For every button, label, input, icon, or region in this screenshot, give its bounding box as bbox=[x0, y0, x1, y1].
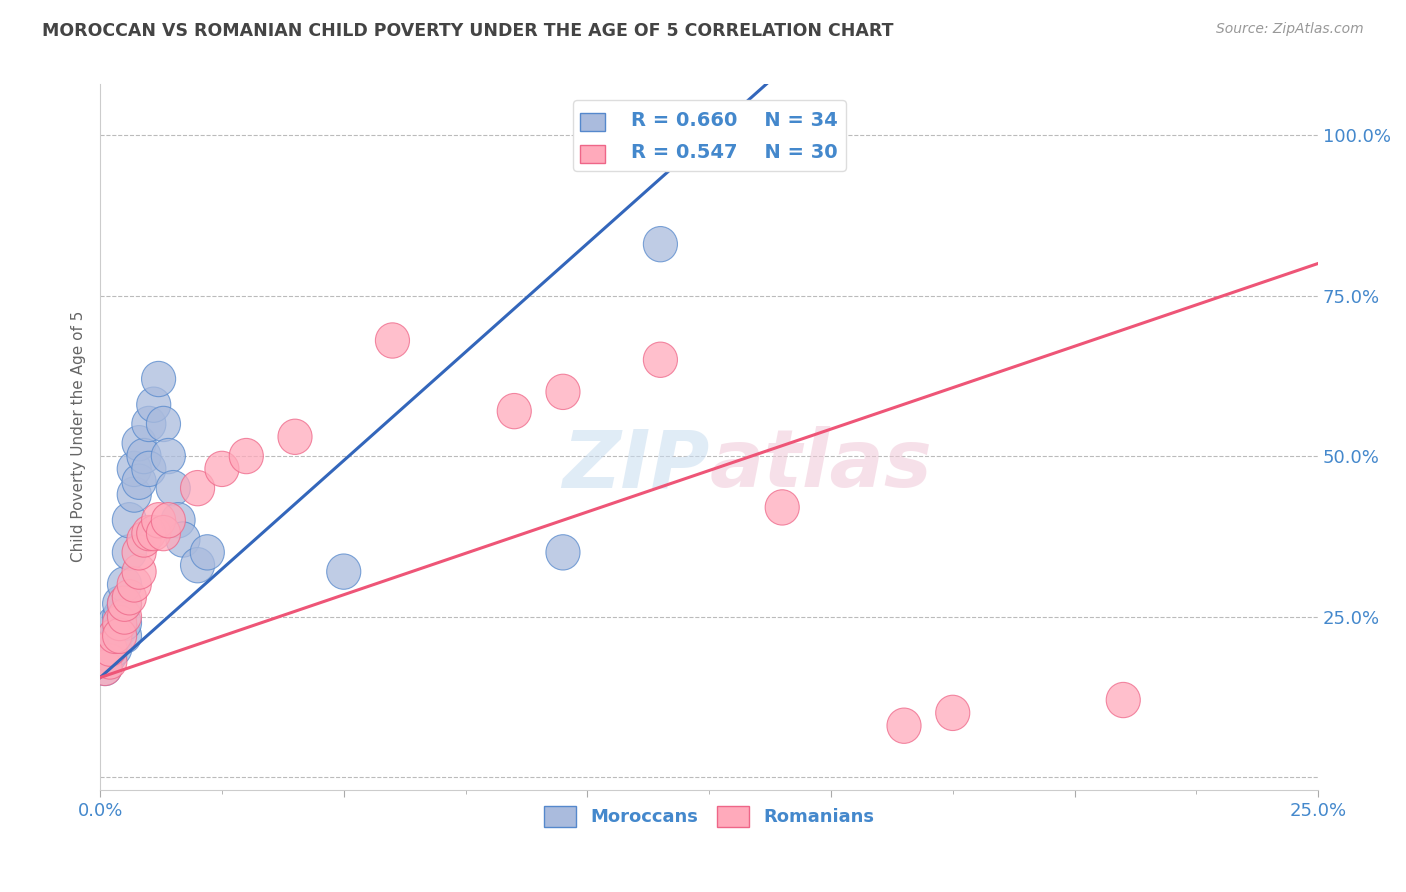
Ellipse shape bbox=[93, 644, 127, 679]
Ellipse shape bbox=[89, 650, 122, 686]
Ellipse shape bbox=[97, 618, 132, 654]
Ellipse shape bbox=[93, 638, 127, 673]
Text: ZIP: ZIP bbox=[562, 426, 709, 504]
Ellipse shape bbox=[97, 606, 132, 640]
Ellipse shape bbox=[107, 566, 142, 602]
Text: atlas: atlas bbox=[709, 426, 932, 504]
Ellipse shape bbox=[229, 438, 263, 474]
Ellipse shape bbox=[103, 606, 136, 640]
Ellipse shape bbox=[136, 387, 170, 422]
Ellipse shape bbox=[546, 375, 581, 409]
Ellipse shape bbox=[205, 451, 239, 486]
Ellipse shape bbox=[146, 406, 180, 442]
Ellipse shape bbox=[146, 516, 180, 550]
Ellipse shape bbox=[644, 227, 678, 262]
Ellipse shape bbox=[122, 554, 156, 590]
Ellipse shape bbox=[127, 522, 162, 558]
Ellipse shape bbox=[166, 522, 200, 558]
Ellipse shape bbox=[765, 490, 799, 525]
Ellipse shape bbox=[152, 438, 186, 474]
Ellipse shape bbox=[107, 586, 142, 622]
Y-axis label: Child Poverty Under the Age of 5: Child Poverty Under the Age of 5 bbox=[72, 311, 86, 563]
Ellipse shape bbox=[498, 393, 531, 429]
Ellipse shape bbox=[112, 502, 146, 538]
Ellipse shape bbox=[935, 695, 970, 731]
Ellipse shape bbox=[180, 548, 215, 582]
Ellipse shape bbox=[103, 599, 136, 634]
Ellipse shape bbox=[152, 502, 186, 538]
Text: Source: ZipAtlas.com: Source: ZipAtlas.com bbox=[1216, 22, 1364, 37]
Ellipse shape bbox=[180, 470, 215, 506]
Ellipse shape bbox=[127, 438, 162, 474]
Ellipse shape bbox=[107, 599, 142, 634]
Ellipse shape bbox=[132, 516, 166, 550]
Ellipse shape bbox=[375, 323, 409, 359]
Ellipse shape bbox=[103, 586, 136, 622]
Ellipse shape bbox=[97, 618, 132, 654]
Ellipse shape bbox=[117, 566, 152, 602]
Ellipse shape bbox=[103, 618, 136, 654]
Text: MOROCCAN VS ROMANIAN CHILD POVERTY UNDER THE AGE OF 5 CORRELATION CHART: MOROCCAN VS ROMANIAN CHILD POVERTY UNDER… bbox=[42, 22, 894, 40]
Ellipse shape bbox=[132, 451, 166, 486]
Ellipse shape bbox=[103, 612, 136, 647]
Ellipse shape bbox=[546, 534, 581, 570]
Ellipse shape bbox=[156, 470, 190, 506]
Ellipse shape bbox=[97, 631, 132, 666]
Ellipse shape bbox=[142, 502, 176, 538]
Ellipse shape bbox=[326, 554, 361, 590]
Ellipse shape bbox=[122, 534, 156, 570]
Ellipse shape bbox=[162, 502, 195, 538]
Ellipse shape bbox=[107, 618, 142, 654]
Ellipse shape bbox=[142, 361, 176, 397]
Ellipse shape bbox=[112, 534, 146, 570]
Ellipse shape bbox=[107, 586, 142, 622]
Ellipse shape bbox=[117, 451, 152, 486]
Ellipse shape bbox=[278, 419, 312, 454]
Ellipse shape bbox=[190, 534, 225, 570]
Ellipse shape bbox=[122, 464, 156, 500]
Ellipse shape bbox=[117, 477, 152, 512]
Ellipse shape bbox=[112, 580, 146, 615]
Ellipse shape bbox=[136, 516, 170, 550]
Ellipse shape bbox=[122, 425, 156, 461]
Ellipse shape bbox=[1107, 682, 1140, 718]
Ellipse shape bbox=[93, 631, 127, 666]
Legend: Moroccans, Romanians: Moroccans, Romanians bbox=[537, 798, 882, 834]
Ellipse shape bbox=[93, 624, 127, 660]
Ellipse shape bbox=[107, 606, 142, 640]
Ellipse shape bbox=[644, 343, 678, 377]
Ellipse shape bbox=[887, 708, 921, 743]
Ellipse shape bbox=[89, 650, 122, 686]
Ellipse shape bbox=[132, 406, 166, 442]
